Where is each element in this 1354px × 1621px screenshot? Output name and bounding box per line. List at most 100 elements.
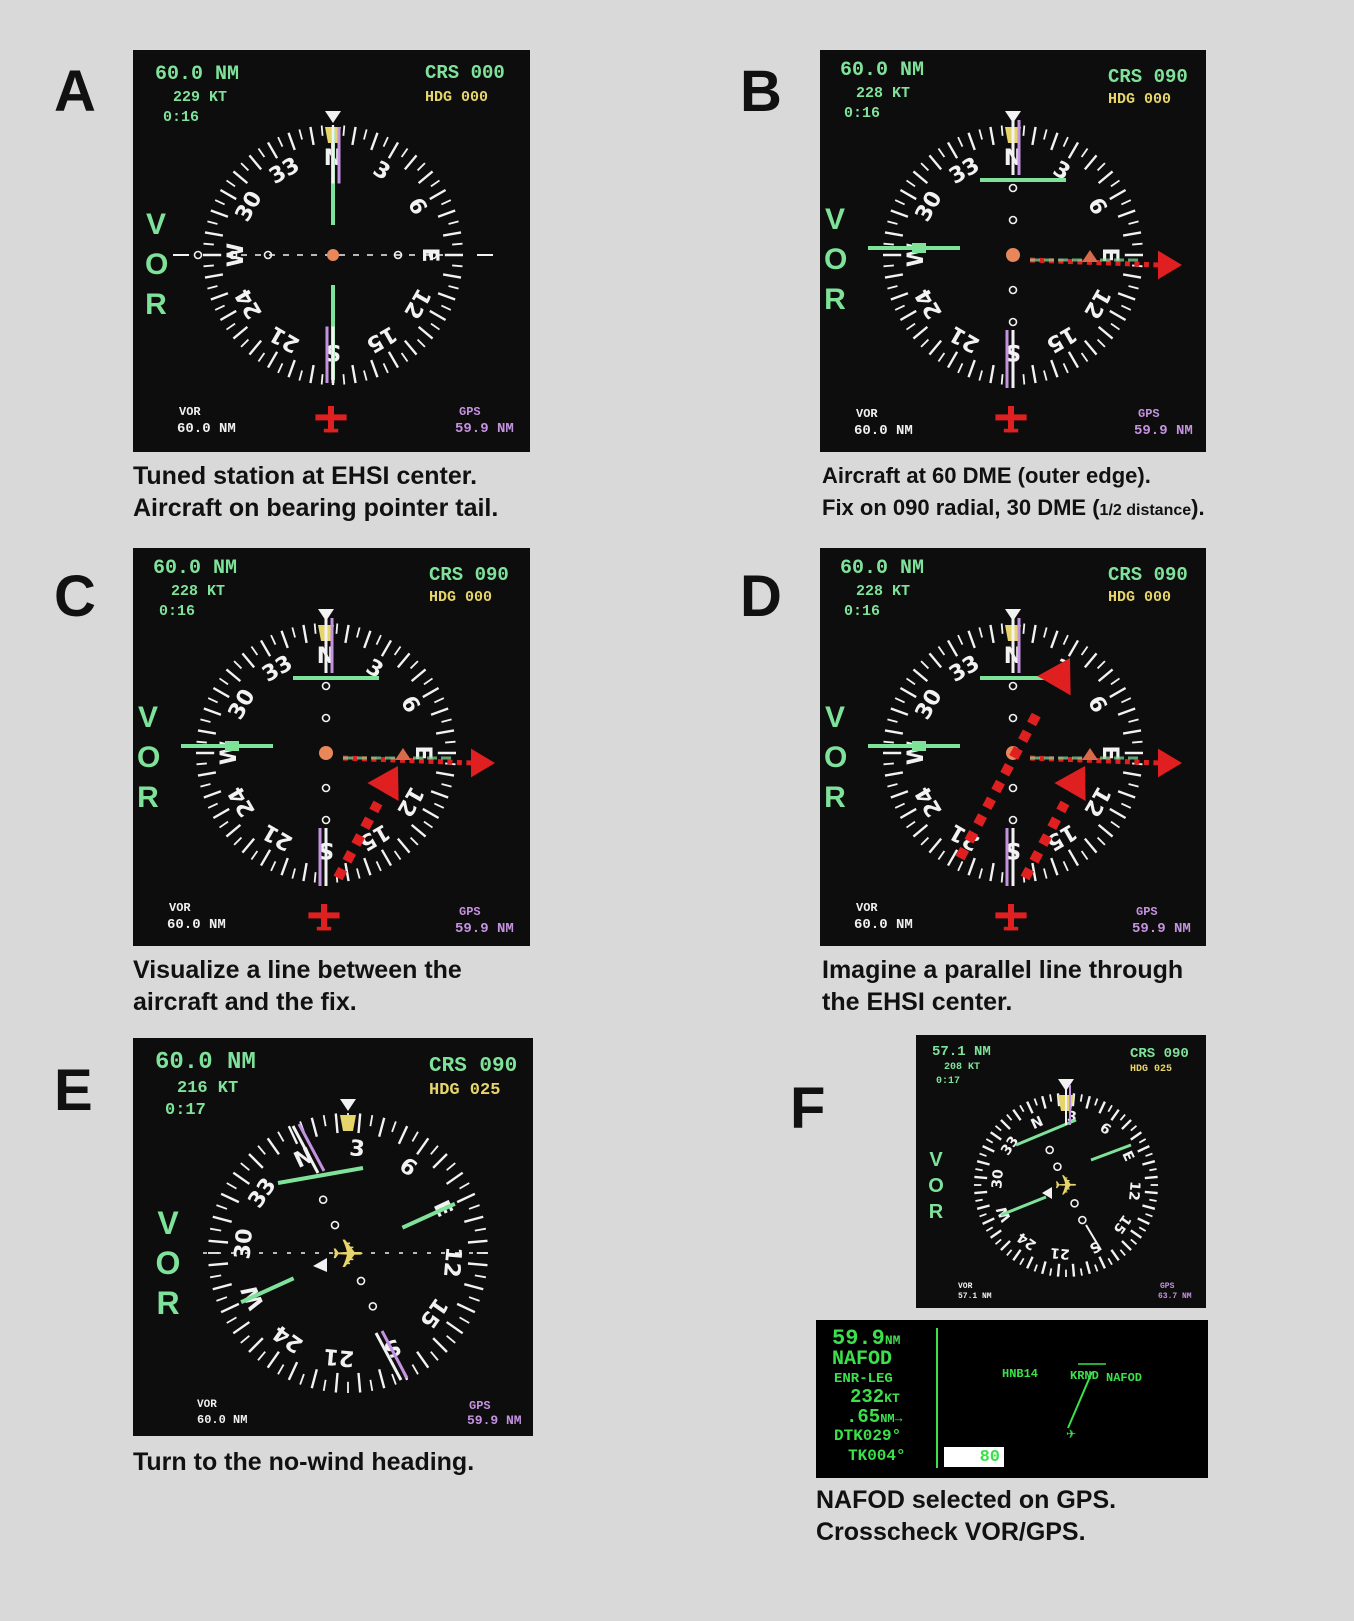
compass-label: 6 xyxy=(1096,1120,1113,1139)
compass-tick xyxy=(226,1316,237,1324)
red-arrowhead-icon xyxy=(1158,748,1182,778)
compass-tick xyxy=(1096,836,1106,846)
compass-tick xyxy=(1110,1108,1120,1121)
compass-tick xyxy=(884,771,904,777)
compass-tick xyxy=(894,304,905,311)
compass-tick xyxy=(248,1153,264,1169)
compass-tick xyxy=(1109,309,1127,322)
compass-label: 12 xyxy=(398,284,435,323)
compass-tick xyxy=(887,783,898,788)
compass-tick xyxy=(241,837,256,854)
compass-tick xyxy=(277,136,284,147)
compass-tick xyxy=(967,132,976,151)
compass-tick xyxy=(1137,1217,1150,1225)
compass-tick xyxy=(313,872,317,883)
compass-tick xyxy=(207,220,218,225)
caption-line: Tuned station at EHSI center. xyxy=(133,462,478,490)
visualized-line xyxy=(955,705,1045,861)
lubber-triangle xyxy=(1005,111,1021,123)
compass-tick xyxy=(225,668,242,683)
compass-tick xyxy=(212,1215,233,1223)
compass-tick xyxy=(928,339,943,356)
compass-tick xyxy=(1097,170,1114,185)
compass-label: 15 xyxy=(1042,320,1081,357)
compass-tick xyxy=(1067,639,1080,657)
compass-tick xyxy=(442,273,462,279)
cdi-dot xyxy=(1008,215,1018,225)
compass-tick xyxy=(357,1113,362,1134)
compass-tick xyxy=(974,1190,988,1195)
compass-tick xyxy=(445,740,456,744)
compass-tick xyxy=(380,639,393,657)
compass-tick xyxy=(363,129,368,140)
compass-tick xyxy=(257,1351,266,1361)
gps-pointer-label: GPS xyxy=(469,1399,491,1413)
compass-tick xyxy=(382,363,389,374)
compass-tick xyxy=(208,1262,229,1267)
compass-label: 30 xyxy=(224,685,261,724)
course-arrow-tail xyxy=(912,741,926,751)
compass-tick xyxy=(1067,141,1080,159)
compass-tick xyxy=(1000,1240,1011,1251)
vor-bearing-pointer-tail xyxy=(374,1332,403,1381)
compass-tick xyxy=(208,1239,229,1244)
compass-label: 33 xyxy=(258,651,297,688)
compass-tick xyxy=(429,309,447,322)
compass-tick xyxy=(375,634,382,645)
aircraft-symbol-icon xyxy=(995,912,1027,919)
compass-tick xyxy=(356,868,361,879)
compass-tick xyxy=(1122,273,1142,279)
aircraft-center-icon: ✈ xyxy=(1054,1169,1077,1202)
compass-tick xyxy=(1083,339,1098,356)
cdi-dot xyxy=(1008,713,1018,723)
nav-source-label: VOR xyxy=(824,701,848,814)
compass-tick xyxy=(1121,697,1132,704)
compass-tick xyxy=(248,339,263,356)
compass-tick xyxy=(369,1114,374,1127)
gps-divider xyxy=(936,1328,938,1468)
compass-tick xyxy=(203,707,222,716)
compass-tick xyxy=(214,199,225,206)
compass-tick xyxy=(976,1160,990,1166)
compass-tick xyxy=(430,1351,439,1361)
compass-tick xyxy=(422,686,440,699)
gps-input-box[interactable]: 80 xyxy=(944,1447,1004,1467)
compass-label: 15 xyxy=(362,320,401,357)
compass-tick xyxy=(378,1368,386,1389)
compass-tick xyxy=(1080,645,1089,656)
aircraft-symbol-icon xyxy=(1003,428,1019,433)
red-arrowhead-icon xyxy=(471,748,495,778)
compass-tick xyxy=(298,129,303,140)
aircraft-center-icon: ✈ xyxy=(331,1232,365,1278)
compass-label: E xyxy=(1118,1149,1137,1164)
compass-tick xyxy=(387,141,400,159)
vor-pointer-label: VOR xyxy=(856,901,878,915)
compass-label: 6 xyxy=(402,194,431,220)
compass-label: 33 xyxy=(265,153,304,190)
compass-tick xyxy=(204,273,224,279)
distance-readout: 60.0 NM xyxy=(840,59,925,82)
compass-tick xyxy=(1117,292,1136,301)
compass-tick xyxy=(437,209,456,218)
compass-tick xyxy=(1107,1104,1113,1113)
course-arrow xyxy=(401,1202,456,1230)
compass-label: 21 xyxy=(945,320,984,357)
compass-tick xyxy=(1110,1249,1120,1262)
compass-label: 24 xyxy=(911,782,948,821)
compass-tick xyxy=(1094,1098,1099,1106)
compass-tick xyxy=(356,627,361,638)
compass-tick xyxy=(920,338,930,348)
compass-tick xyxy=(435,729,455,735)
compass-tick xyxy=(434,802,445,809)
distance-readout: 60.0 NM xyxy=(155,1049,256,1076)
distance-readout: 60.0 NM xyxy=(153,557,238,580)
compass-label: 24 xyxy=(231,284,268,323)
compass-tick xyxy=(1130,1229,1143,1239)
compass-tick xyxy=(277,1364,285,1375)
compass-tick xyxy=(210,209,229,218)
compass-tick xyxy=(985,1226,994,1232)
panel-letter-c: C xyxy=(54,564,96,629)
compass-tick xyxy=(967,857,976,876)
vor-bearing-pointer xyxy=(291,1125,320,1174)
